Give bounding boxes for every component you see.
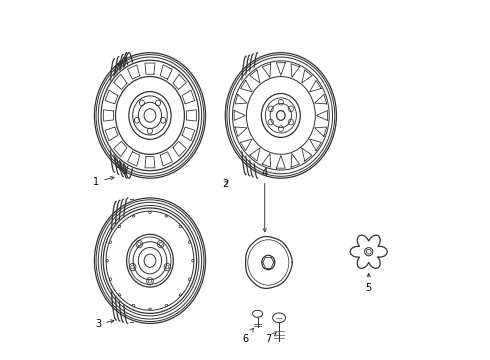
Ellipse shape (126, 234, 173, 287)
Text: 2: 2 (222, 179, 228, 189)
Ellipse shape (261, 94, 300, 138)
Ellipse shape (130, 93, 170, 138)
Text: 3: 3 (95, 319, 114, 329)
Ellipse shape (101, 60, 199, 171)
Ellipse shape (231, 59, 331, 172)
Text: 6: 6 (243, 328, 253, 343)
Text: 4: 4 (262, 168, 268, 232)
Ellipse shape (100, 59, 200, 172)
Ellipse shape (116, 77, 184, 154)
Text: 5: 5 (366, 274, 372, 293)
Text: 7: 7 (265, 333, 276, 343)
Ellipse shape (103, 207, 197, 314)
Text: 1: 1 (93, 176, 114, 187)
